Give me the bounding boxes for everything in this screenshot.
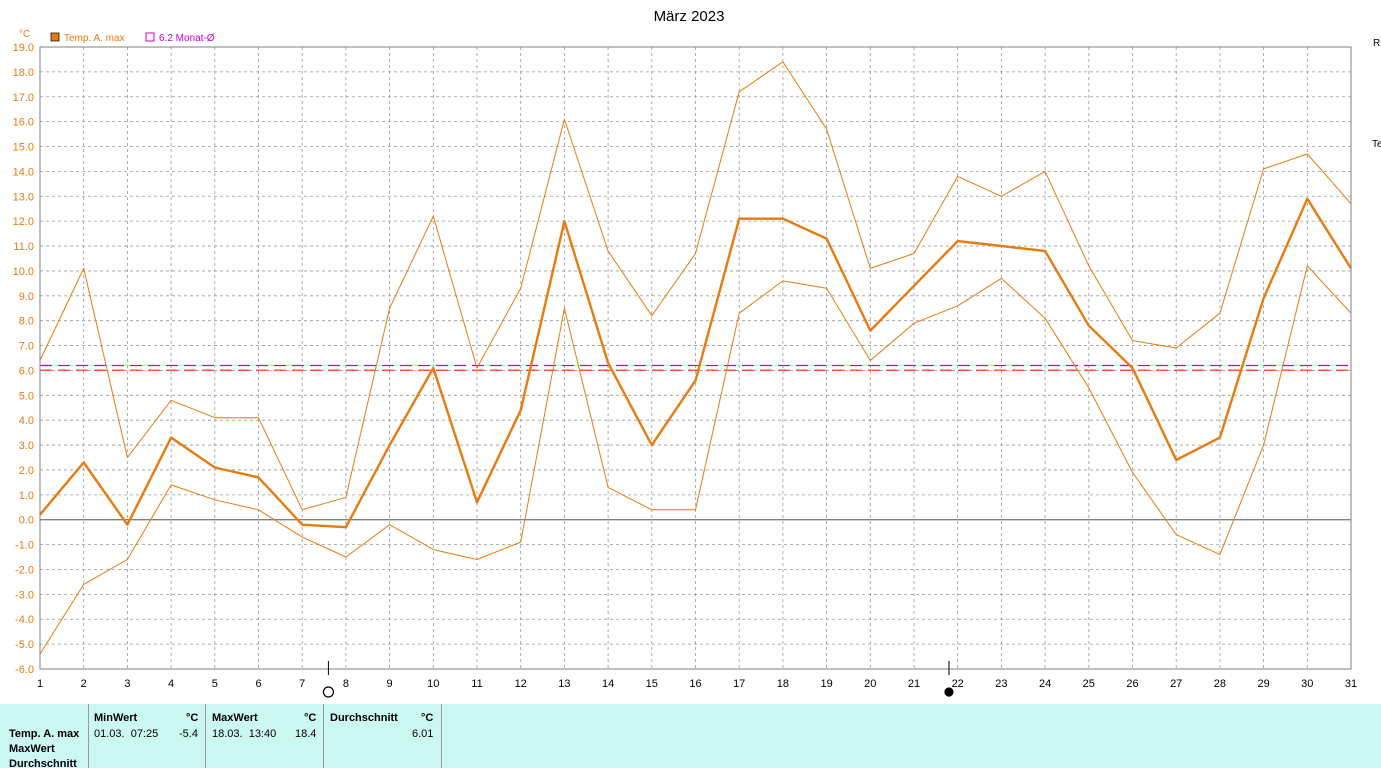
legend-swatch-temp — [50, 32, 60, 42]
x-tick-label: 17 — [733, 678, 745, 690]
y-tick-label: 8.0 — [19, 316, 34, 328]
y-tick-label: 2.0 — [19, 465, 34, 477]
stats-row-label-avg: Durchschnitt — [9, 758, 77, 770]
stats-divider — [441, 704, 442, 768]
y-axis-tick-labels: 19.0 18.0 17.0 16.0 15.0 14.0 13.0 12.0 11.0 10.0… — [13, 42, 34, 676]
right-edge-label-top: R — [1373, 38, 1381, 49]
y-tick-label: 18.0 — [13, 67, 34, 79]
y-tick-label: 4.0 — [19, 415, 34, 427]
x-tick-label: 23 — [995, 678, 1007, 690]
y-tick-label: -4.0 — [15, 614, 34, 626]
x-tick-label: 3 — [124, 678, 130, 690]
y-tick-label: 7.0 — [19, 341, 34, 353]
x-axis-tick-labels: 1 2 3 4 5 6 7 8 9 10 11 12 13 14 15 16 17 18 19 20 21 22 23 24 2… — [37, 678, 1357, 690]
legend-label-temp: Temp. A. max — [64, 33, 125, 44]
x-tick-label: 20 — [864, 678, 876, 690]
x-tick-label: 26 — [1126, 678, 1138, 690]
plot-frame — [39, 46, 1352, 670]
statistics-panel: Temp. A. max MaxWert Durchschnitt MinWer… — [0, 704, 1381, 770]
x-tick-label: 5 — [212, 678, 218, 690]
y-tick-label: 11.0 — [13, 241, 34, 253]
y-tick-label: 17.0 — [13, 92, 34, 104]
x-tick-label: 25 — [1083, 678, 1095, 690]
stats-min-unit: °C — [186, 712, 199, 724]
y-tick-label: 12.0 — [13, 216, 34, 228]
x-tick-label: 7 — [299, 678, 305, 690]
y-tick-label: 16.0 — [13, 117, 34, 129]
x-tick-label: 2 — [81, 678, 87, 690]
x-tick-label: 16 — [689, 678, 701, 690]
x-tick-label: 9 — [387, 678, 393, 690]
legend-label-monthavg: 6.2 Monat-Ø — [159, 33, 215, 44]
stats-max-value: 18.4 — [295, 728, 317, 740]
x-tick-label: 8 — [343, 678, 349, 690]
y-tick-label: 15.0 — [13, 142, 34, 154]
series-line-mean — [39, 197, 1353, 529]
y-tick-label: -6.0 — [15, 664, 34, 676]
y-tick-label: 10.0 — [13, 266, 34, 278]
x-tick-label: 12 — [515, 678, 527, 690]
stats-divider — [323, 704, 324, 768]
x-tick-label: 18 — [777, 678, 789, 690]
y-tick-label: -2.0 — [15, 564, 34, 576]
stats-divider — [88, 704, 89, 768]
legend-swatch-monthavg — [145, 32, 155, 42]
x-tick-label: 4 — [168, 678, 174, 690]
chart: März 2023 °C Temp. A. max 6.2 Monat-Ø 19… — [13, 8, 1357, 698]
stats-max-header: MaxWert — [212, 712, 258, 724]
y-tick-label: 3.0 — [19, 440, 34, 452]
y-tick-label: -3.0 — [15, 589, 34, 601]
x-tick-label: 14 — [602, 678, 614, 690]
x-tick-label: 10 — [427, 678, 439, 690]
y-tick-label: 14.0 — [13, 166, 34, 178]
x-tick-label: 30 — [1301, 678, 1313, 690]
y-tick-label: 1.0 — [19, 490, 34, 502]
y-tick-label: -5.0 — [15, 639, 34, 651]
new-moon-icon — [944, 687, 954, 697]
x-tick-label: 31 — [1345, 678, 1357, 690]
x-tick-label: 19 — [820, 678, 832, 690]
x-tick-label: 28 — [1214, 678, 1226, 690]
y-tick-label: 9.0 — [19, 291, 34, 303]
series-line-max — [39, 61, 1352, 511]
x-tick-label: 21 — [908, 678, 920, 690]
stats-max-datetime: 18.03. 13:40 — [212, 728, 277, 740]
x-tick-label: 24 — [1039, 678, 1051, 690]
stats-row-label-temp: Temp. A. max — [9, 728, 80, 740]
stats-min-value: -5.4 — [179, 728, 198, 740]
x-tick-label: 27 — [1170, 678, 1182, 690]
x-tick-label: 15 — [646, 678, 658, 690]
y-tick-label: 5.0 — [19, 390, 34, 402]
y-tick-label: 19.0 — [13, 42, 34, 54]
y-tick-label: 6.0 — [19, 365, 34, 377]
stats-avg-header: Durchschnitt — [330, 712, 398, 724]
stats-min-datetime: 01.03. 07:25 — [94, 728, 159, 740]
right-edge-label-middle: Te — [1372, 139, 1381, 150]
reference-lines — [40, 364, 1351, 371]
x-tick-label: 11 — [471, 678, 482, 690]
full-moon-icon — [322, 686, 335, 698]
stats-max-unit: °C — [304, 712, 317, 724]
x-tick-label: 6 — [255, 678, 261, 690]
x-tick-label: 22 — [952, 678, 964, 690]
grid — [40, 47, 1351, 669]
x-tick-label: 13 — [558, 678, 570, 690]
stats-divider — [205, 704, 206, 768]
y-tick-label: 0.0 — [19, 515, 34, 527]
chart-title: März 2023 — [654, 8, 725, 25]
x-tick-label: 29 — [1257, 678, 1269, 690]
stats-row-label-max: MaxWert — [9, 743, 55, 755]
x-tick-label: 1 — [37, 678, 43, 690]
series-line-min — [39, 265, 1352, 655]
y-tick-label: 13.0 — [13, 191, 34, 203]
series-lines — [39, 61, 1353, 655]
y-tick-label: -1.0 — [15, 540, 34, 552]
y-axis-unit: °C — [19, 29, 30, 40]
stats-avg-unit: °C — [421, 712, 434, 724]
stats-avg-value: 6.01 — [412, 728, 434, 740]
stats-min-header: MinWert — [94, 712, 138, 724]
legend: Temp. A. max 6.2 Monat-Ø — [50, 32, 215, 44]
moon-phase-markers — [322, 661, 954, 698]
